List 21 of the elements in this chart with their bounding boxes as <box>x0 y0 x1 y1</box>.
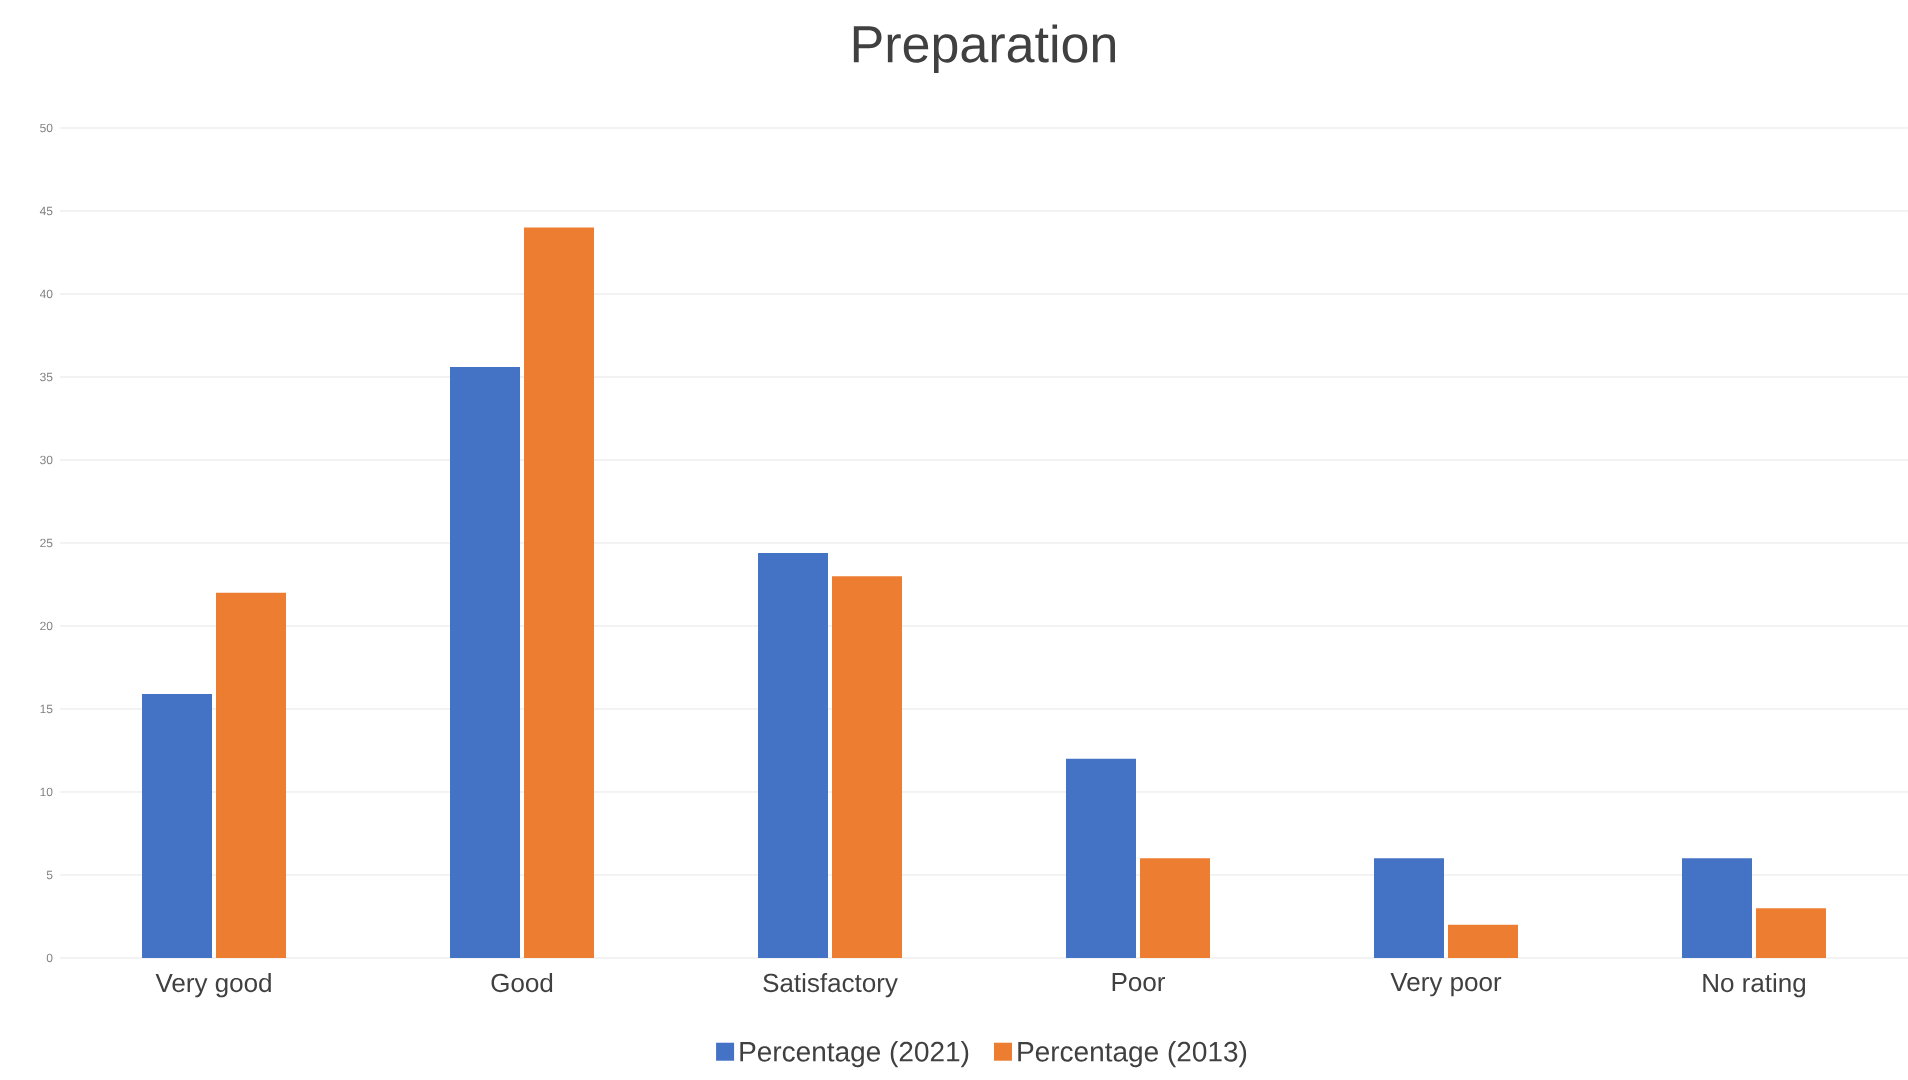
bar <box>450 367 521 958</box>
legend-label: Percentage (2021) <box>740 1041 969 1068</box>
bar <box>1140 858 1210 958</box>
x-tick-label: Very good <box>155 973 271 998</box>
x-tick-label: Very poor <box>1390 973 1502 997</box>
bar <box>142 694 213 958</box>
bar <box>216 592 287 958</box>
bar <box>1681 858 1752 958</box>
bar <box>1755 908 1826 958</box>
x-tick-label: Poor <box>1112 973 1166 992</box>
bar <box>1373 858 1444 958</box>
bar <box>1448 924 1518 958</box>
x-tick-label: Satisfactory <box>763 973 898 998</box>
bar <box>832 576 903 958</box>
legend-label: Percentage (2013) <box>1018 1041 1247 1068</box>
bar <box>1066 758 1136 958</box>
chart-title: Preparation <box>853 24 1115 73</box>
x-tick-label: No rating <box>1703 973 1806 998</box>
x-tick-label: Good <box>491 973 553 993</box>
bar <box>758 552 829 958</box>
bar <box>524 227 595 958</box>
